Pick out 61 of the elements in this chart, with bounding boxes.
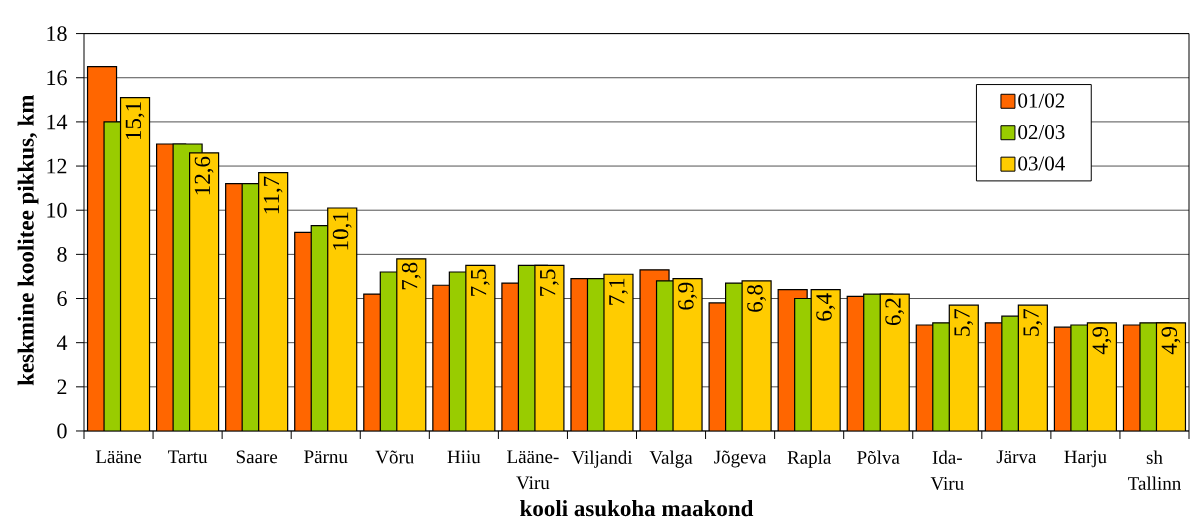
- x-tick-label: Võru: [375, 450, 414, 464]
- data-label: 5,7: [1023, 309, 1043, 336]
- x-tick-label: Lääne: [95, 450, 142, 464]
- x-tick-label: Viljandi: [571, 450, 633, 468]
- data-label: 11,7: [263, 176, 283, 214]
- x-tick-label: Lääne-Viru: [507, 450, 559, 490]
- data-label: 7,5: [471, 269, 490, 296]
- data-label: 6,9: [678, 282, 697, 310]
- data-label: 4,9: [1092, 326, 1112, 355]
- bar: [327, 208, 357, 431]
- x-tick-label: Jõgeva: [714, 450, 767, 468]
- x-tick-label: Rapla: [787, 450, 832, 468]
- data-label: 6,8: [747, 284, 767, 312]
- x-tick-label: Pärnu: [304, 450, 348, 464]
- bar: [949, 305, 979, 431]
- x-tick-label: Valga: [649, 450, 693, 468]
- bar: [189, 152, 219, 431]
- legend-label: 03/04: [1018, 156, 1065, 171]
- x-tick-label: Tartu: [168, 450, 208, 464]
- y-tick-label: 6: [57, 291, 67, 306]
- bar: [811, 289, 841, 431]
- y-tick-label: 0: [57, 423, 67, 439]
- bar: [396, 258, 426, 431]
- y-tick-label: 12: [47, 158, 67, 174]
- bar: [603, 274, 633, 431]
- x-tick-label: Saare: [236, 450, 278, 464]
- bar: [880, 294, 910, 431]
- data-label: 7,8: [401, 262, 421, 290]
- y-axis-title: keskmine koolitee pikkus, km: [17, 94, 39, 386]
- bar: [1155, 322, 1187, 431]
- y-tick-label: 4: [56, 335, 68, 350]
- bar: [120, 97, 150, 431]
- bar: [1018, 305, 1048, 431]
- y-tick-label: 2: [57, 379, 67, 395]
- x-tick-label: sh Tallinn: [1128, 450, 1181, 490]
- legend-label: 01/02: [1018, 93, 1065, 108]
- x-tick-label: Järva: [996, 450, 1037, 464]
- x-tick-label: Põlva: [857, 450, 900, 464]
- y-tick-label: 10: [47, 202, 67, 218]
- data-label: 7,5: [540, 269, 559, 296]
- data-label: 4,9: [1161, 326, 1181, 355]
- bar: [534, 265, 564, 431]
- legend-label: 02/03: [1018, 124, 1065, 140]
- y-tick-label: 16: [47, 70, 67, 86]
- data-label: 15,1: [125, 102, 145, 140]
- y-tick-label: 18: [47, 26, 67, 42]
- data-label: 5,7: [954, 309, 974, 336]
- x-axis-title: kooli asukoha maakond: [520, 500, 754, 517]
- data-label: 10,1: [332, 212, 352, 250]
- bar: [1087, 322, 1117, 431]
- x-tick-label: Hiiu: [447, 450, 481, 464]
- bar: [465, 265, 495, 431]
- x-tick-label: Ida-Viru: [930, 450, 964, 490]
- y-tick-label: 14: [47, 114, 68, 130]
- data-label: 12,6: [194, 156, 214, 195]
- data-label: 7,1: [609, 278, 628, 305]
- data-label: 6,2: [885, 298, 905, 326]
- bar: [258, 172, 288, 431]
- y-tick-label: 8: [57, 246, 67, 262]
- x-tick-label: Harju: [1064, 450, 1107, 468]
- data-label: 6,4: [816, 293, 836, 321]
